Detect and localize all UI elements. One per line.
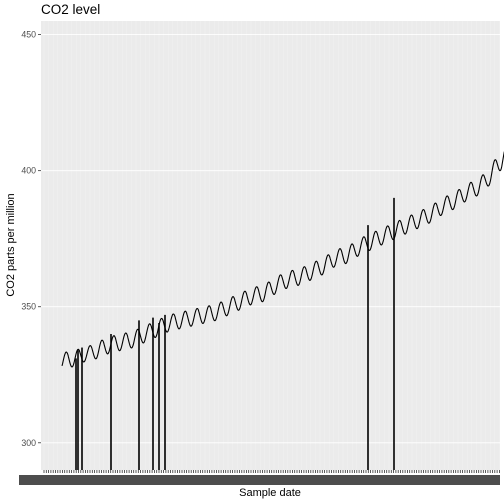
drop-lines (75, 197, 395, 470)
x-axis-title: Sample date (239, 487, 301, 499)
y-tick-label: 400 (21, 166, 36, 176)
y-major-gridlines (41, 34, 500, 444)
x-tick-labels-band (19, 475, 500, 485)
plot-panel (41, 21, 500, 470)
y-tick-label: 350 (21, 302, 36, 312)
minor-gridlines (43, 21, 500, 470)
y-tick-label: 300 (21, 438, 36, 448)
y-tick-label: 450 (21, 30, 36, 40)
y-axis-title: CO2 parts per million (5, 193, 17, 296)
co2-series-line (61, 151, 504, 368)
chart-title: CO2 level (41, 2, 100, 17)
x-axis-ticks (43, 470, 500, 473)
y-axis-ticks: 300 350 400 450 (21, 30, 41, 448)
